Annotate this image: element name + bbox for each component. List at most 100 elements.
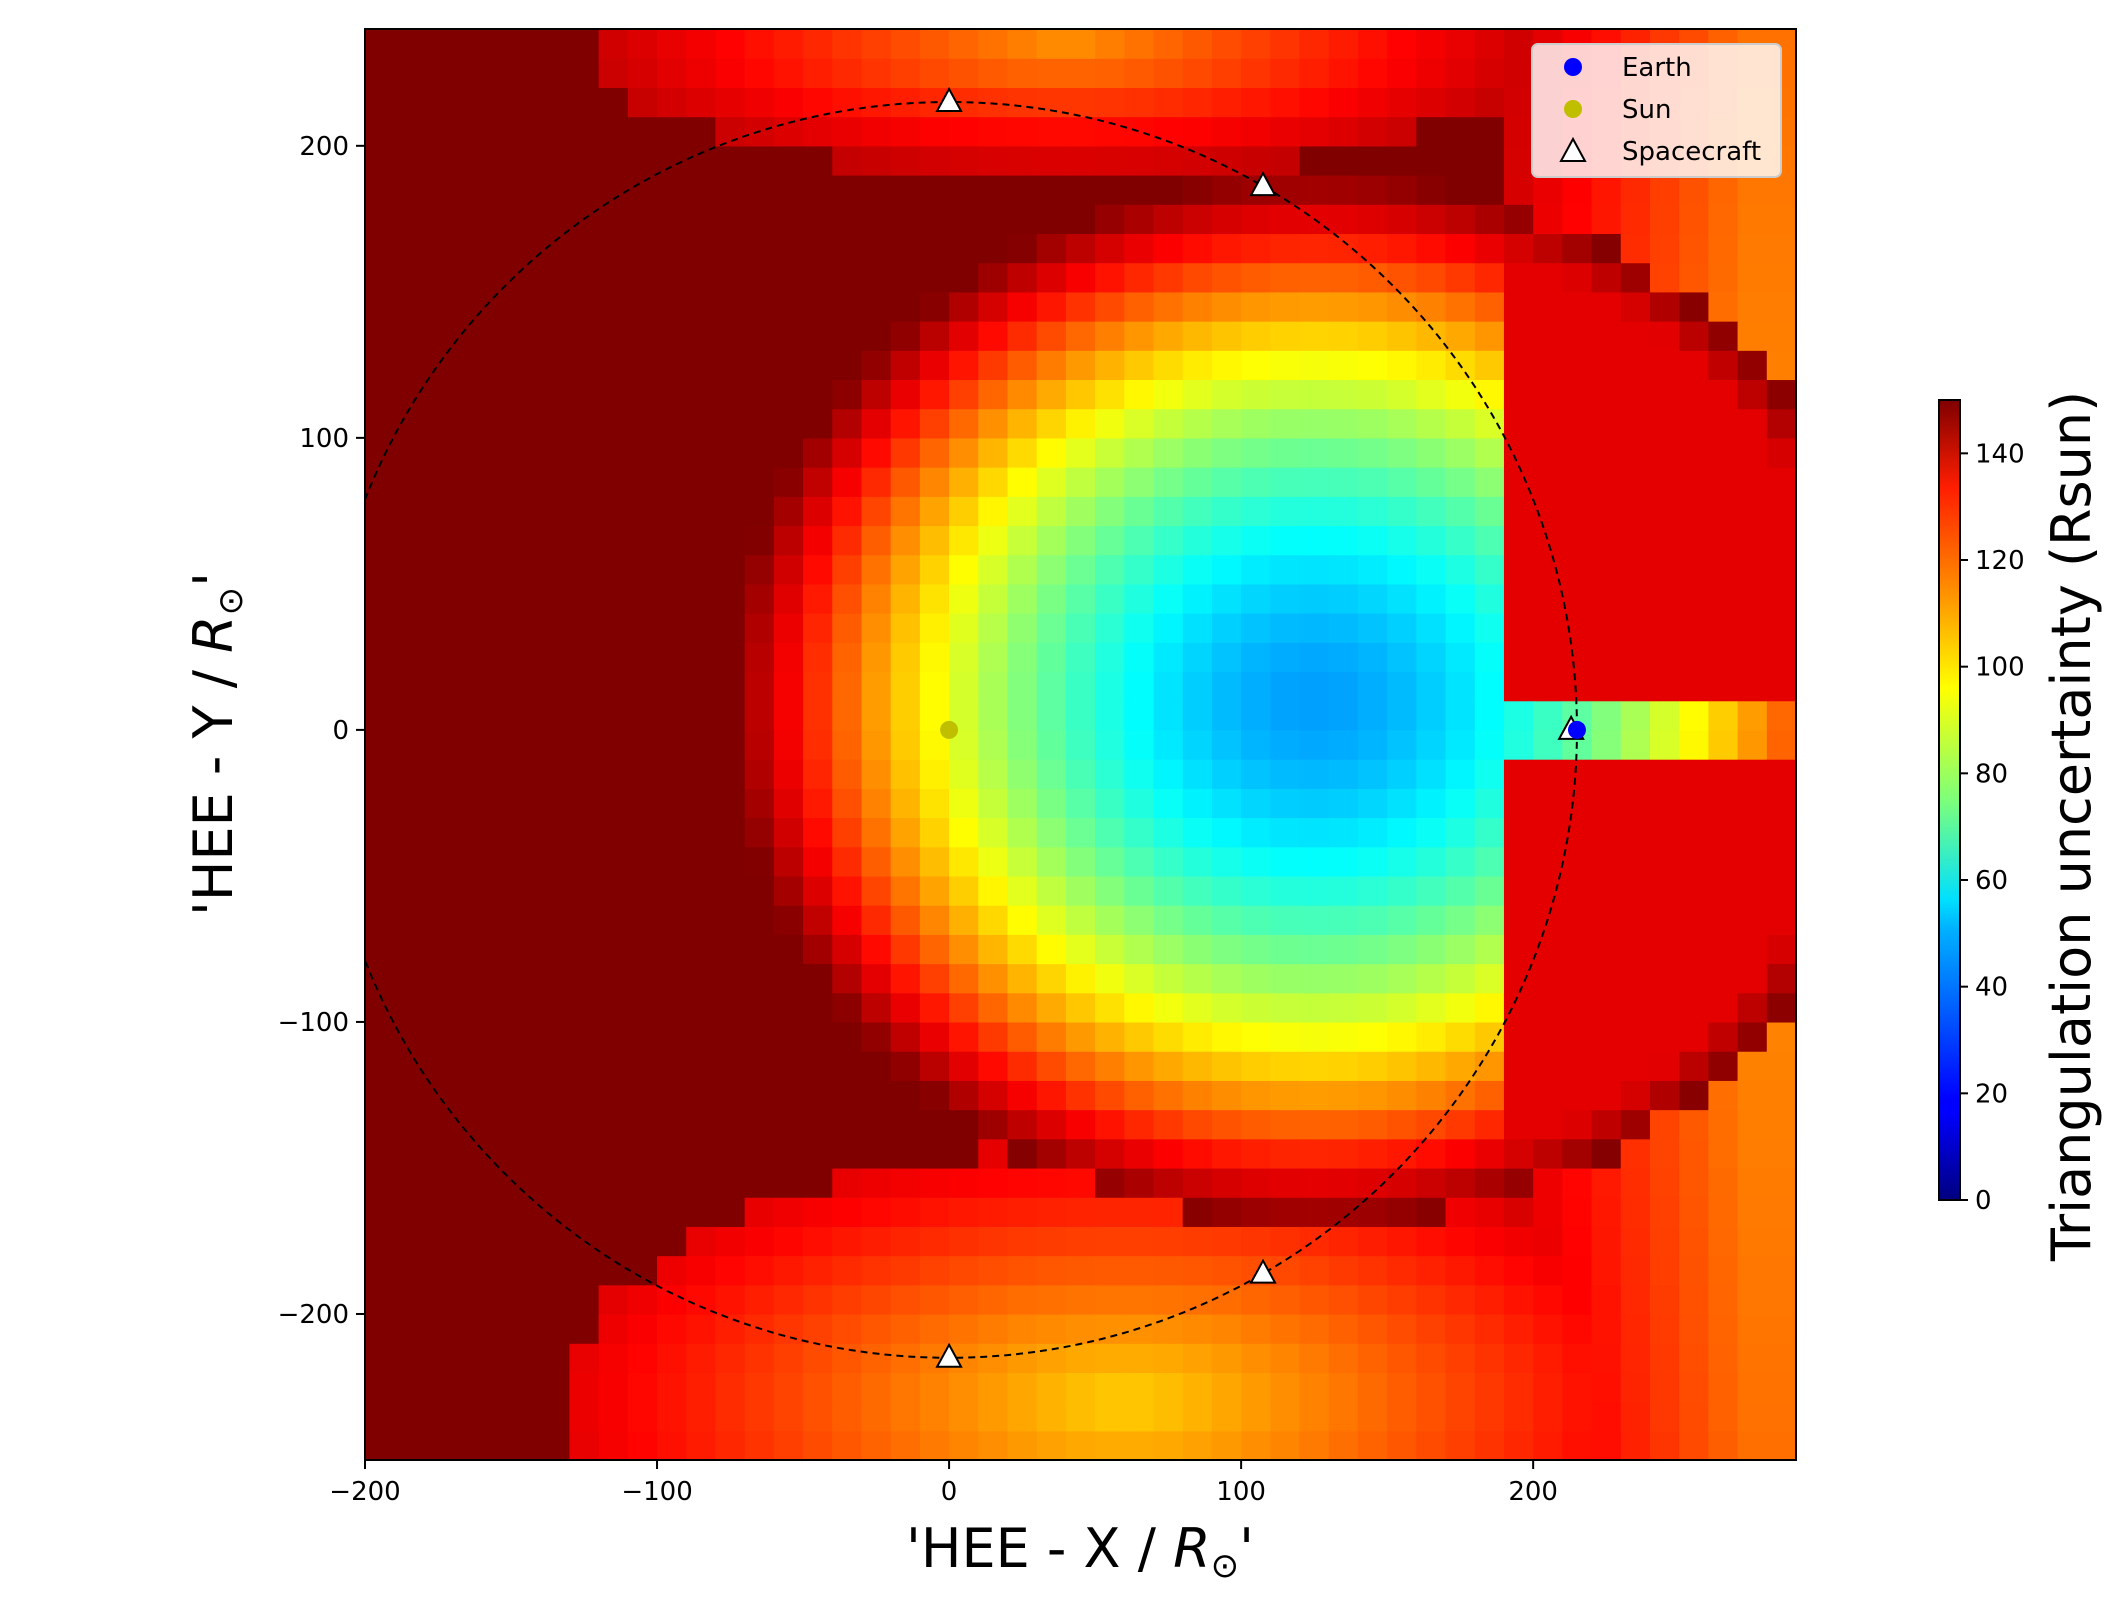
heatmap-cell: [1562, 1372, 1593, 1403]
heatmap-cell: [1299, 1021, 1330, 1052]
heatmap-cell: [1211, 145, 1242, 176]
heatmap-cell: [1620, 1167, 1651, 1198]
heatmap-cell: [978, 729, 1009, 760]
heatmap-cell: [1007, 145, 1038, 176]
heatmap-cell: [1095, 934, 1125, 965]
heatmap-cell: [1649, 934, 1680, 965]
heatmap-cell: [1241, 145, 1271, 176]
heatmap-cell: [1036, 1401, 1067, 1432]
heatmap-cell: [1416, 1167, 1447, 1198]
heatmap-cell: [744, 700, 775, 731]
heatmap-cell: [511, 788, 541, 819]
heatmap-cell: [1416, 700, 1447, 731]
heatmap-cell: [1007, 1021, 1038, 1052]
heatmap-cell: [1328, 817, 1359, 848]
y-tick-label: 200: [299, 132, 349, 162]
heatmap-cell: [1679, 1401, 1709, 1432]
heatmap-cell: [1065, 788, 1096, 819]
heatmap-cell: [1591, 729, 1622, 760]
heatmap-cell: [452, 992, 483, 1023]
heatmap-cell: [1474, 729, 1505, 760]
heatmap-cell: [1299, 175, 1330, 205]
heatmap-cell: [744, 175, 775, 205]
heatmap-cell: [1328, 642, 1359, 673]
heatmap-cell: [423, 613, 454, 643]
heatmap-cell: [1708, 671, 1739, 702]
heatmap-cell: [1095, 846, 1125, 877]
heatmap-cell: [1445, 525, 1476, 556]
heatmap-cell: [949, 1167, 979, 1198]
heatmap-cell: [1737, 1109, 1768, 1140]
heatmap-cell: [1708, 1021, 1739, 1052]
heatmap-cell: [744, 379, 775, 410]
heatmap-cell: [1649, 788, 1680, 819]
heatmap-cell: [1182, 1138, 1213, 1169]
heatmap-cell: [540, 934, 571, 965]
heatmap-cell: [1387, 262, 1417, 293]
heatmap-cell: [1036, 58, 1067, 88]
heatmap-cell: [1766, 905, 1796, 935]
heatmap-cell: [1124, 1255, 1155, 1286]
heatmap-cell: [1095, 496, 1125, 527]
heatmap-cell: [1036, 1021, 1067, 1052]
heatmap-cell: [511, 87, 541, 118]
heatmap-cell: [686, 233, 717, 264]
heatmap-cell: [1416, 642, 1447, 673]
heatmap-cell: [1007, 29, 1038, 59]
heatmap-cell: [890, 905, 921, 935]
heatmap-cell: [1065, 116, 1096, 147]
heatmap-cell: [832, 1197, 863, 1227]
heatmap-cell: [1211, 1343, 1242, 1373]
heatmap-cell: [1591, 1109, 1622, 1140]
heatmap-cell: [1124, 934, 1155, 965]
heatmap-cell: [773, 1226, 804, 1257]
heatmap-cell: [598, 729, 629, 760]
y-tick-label: −200: [278, 1300, 349, 1330]
heatmap-cell: [1241, 321, 1271, 351]
heatmap-cell: [919, 671, 950, 702]
heatmap-cell: [1737, 875, 1768, 906]
heatmap-cell: [452, 963, 483, 994]
heatmap-cell: [1533, 1197, 1563, 1227]
heatmap-cell: [1182, 671, 1213, 702]
heatmap-cell: [949, 963, 979, 994]
heatmap-cell: [1211, 437, 1242, 468]
heatmap-cell: [1416, 1313, 1447, 1344]
heatmap-cell: [1679, 1430, 1709, 1460]
heatmap-cell: [1328, 467, 1359, 497]
heatmap-cell: [569, 467, 600, 497]
heatmap-cell: [1562, 1343, 1593, 1373]
heatmap-cell: [1445, 788, 1476, 819]
heatmap-cell: [598, 1138, 629, 1169]
heatmap-cell: [569, 846, 600, 877]
heatmap-cell: [1328, 905, 1359, 935]
heatmap-cell: [1503, 817, 1534, 848]
heatmap-cell: [1766, 379, 1796, 410]
heatmap-cell: [1095, 1430, 1125, 1460]
heatmap-cell: [744, 29, 775, 59]
heatmap-cell: [569, 291, 600, 322]
heatmap-cell: [1241, 1226, 1271, 1257]
heatmap-cell: [686, 408, 717, 439]
heatmap-cell: [365, 846, 395, 877]
heatmap-cell: [1357, 963, 1388, 994]
heatmap-cell: [832, 1372, 863, 1403]
heatmap-cell: [715, 525, 746, 556]
heatmap-cell: [452, 1372, 483, 1403]
heatmap-cell: [481, 583, 512, 614]
heatmap-cell: [1649, 408, 1680, 439]
heatmap-cell: [511, 963, 541, 994]
heatmap-cell: [949, 846, 979, 877]
heatmap-cell: [452, 1343, 483, 1373]
heatmap-cell: [1182, 788, 1213, 819]
heatmap-cell: [1211, 583, 1242, 614]
heatmap-cell: [1708, 992, 1739, 1023]
heatmap-cell: [1270, 291, 1301, 322]
heatmap-cell: [1036, 1051, 1067, 1081]
heatmap-cell: [949, 1226, 979, 1257]
heatmap-cell: [773, 408, 804, 439]
heatmap-cell: [423, 642, 454, 673]
heatmap-cell: [1065, 408, 1096, 439]
heatmap-cell: [1036, 1080, 1067, 1111]
heatmap-cell: [1153, 437, 1184, 468]
